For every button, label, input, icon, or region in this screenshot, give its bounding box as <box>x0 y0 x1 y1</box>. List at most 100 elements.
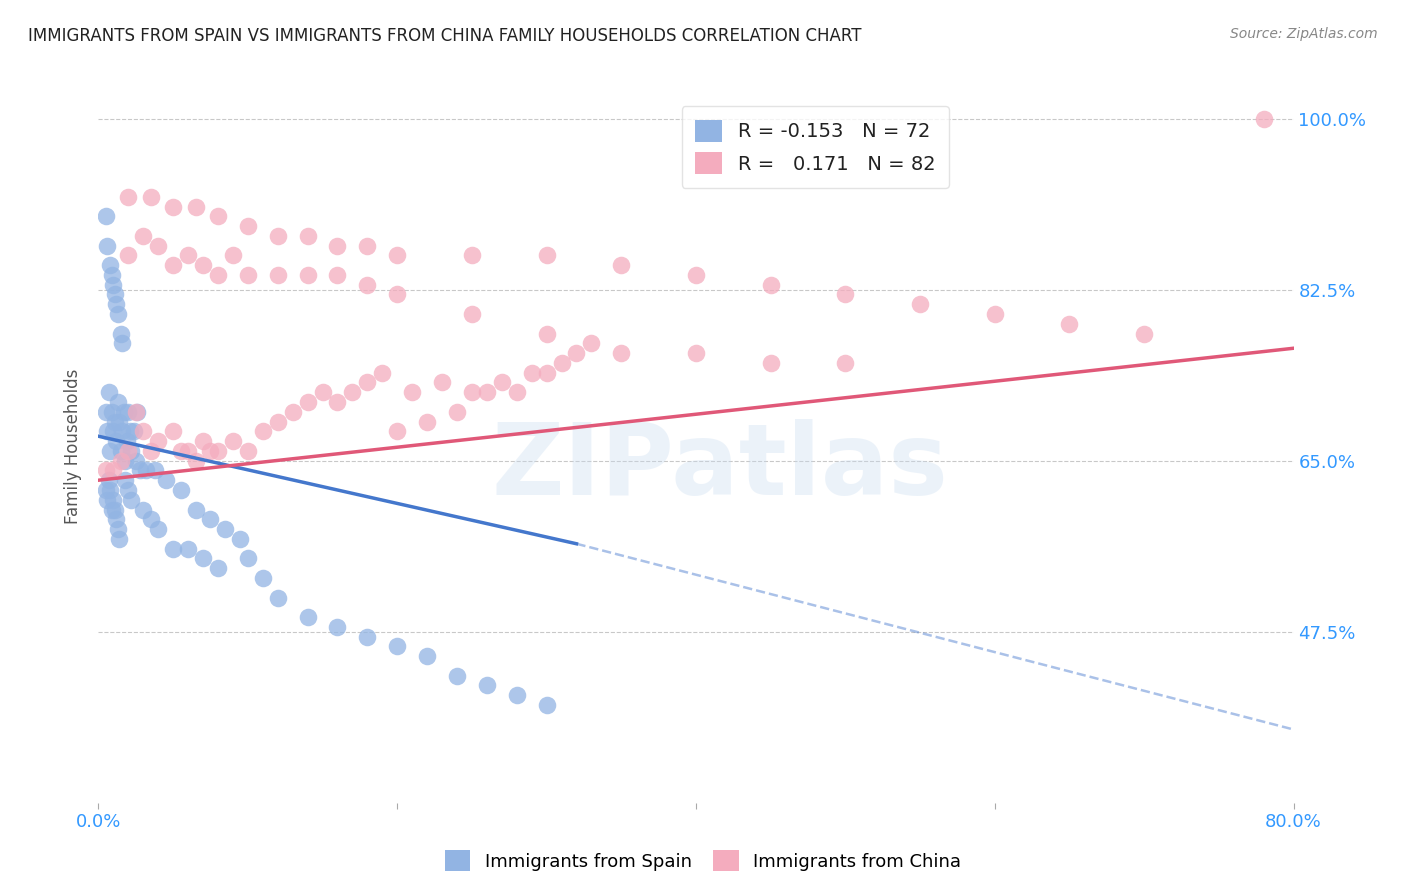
Point <box>385 425 409 439</box>
Point <box>125 405 148 419</box>
Point <box>114 473 136 487</box>
Point <box>111 425 134 439</box>
Text: Source: ZipAtlas.com: Source: ZipAtlas.com <box>1230 27 1378 41</box>
Point <box>97 473 120 487</box>
Point <box>191 258 214 272</box>
Point <box>108 415 131 429</box>
Point <box>356 277 378 292</box>
Point <box>685 346 707 360</box>
Point <box>96 492 118 507</box>
Legend: R = -0.153   N = 72, R =   0.171   N = 82: R = -0.153 N = 72, R = 0.171 N = 82 <box>682 106 949 188</box>
Point <box>356 376 378 390</box>
Point <box>536 698 558 712</box>
Text: IMMIGRANTS FROM SPAIN VS IMMIGRANTS FROM CHINA FAMILY HOUSEHOLDS CORRELATION CHA: IMMIGRANTS FROM SPAIN VS IMMIGRANTS FROM… <box>28 27 862 45</box>
Point <box>97 385 120 400</box>
Point <box>385 287 409 301</box>
Point <box>94 483 117 497</box>
Point <box>491 376 513 390</box>
Point <box>143 463 166 477</box>
Point <box>446 405 468 419</box>
Point <box>356 238 378 252</box>
Point <box>297 268 319 282</box>
Y-axis label: Family Households: Family Households <box>65 368 83 524</box>
Point <box>356 630 378 644</box>
Point <box>98 443 122 458</box>
Point <box>117 405 139 419</box>
Point <box>416 649 439 664</box>
Point <box>117 443 139 458</box>
Point <box>112 405 135 419</box>
Point <box>214 522 236 536</box>
Point <box>117 483 139 497</box>
Point <box>125 453 148 467</box>
Point <box>132 502 155 516</box>
Point <box>416 415 439 429</box>
Point <box>536 326 558 341</box>
Point <box>103 425 125 439</box>
Point <box>685 268 707 282</box>
Point <box>297 228 319 243</box>
Point <box>565 346 588 360</box>
Point <box>148 434 170 449</box>
Point <box>96 238 118 252</box>
Point <box>169 483 191 497</box>
Point <box>207 268 229 282</box>
Point <box>1133 326 1156 341</box>
Legend: Immigrants from Spain, Immigrants from China: Immigrants from Spain, Immigrants from C… <box>437 843 969 879</box>
Point <box>120 443 142 458</box>
Point <box>111 336 134 351</box>
Point <box>98 483 122 497</box>
Point <box>326 268 349 282</box>
Point <box>103 463 125 477</box>
Point <box>139 512 162 526</box>
Point <box>385 640 409 654</box>
Point <box>475 678 498 692</box>
Point <box>908 297 931 311</box>
Point <box>115 434 138 449</box>
Point <box>759 277 782 292</box>
Point <box>200 512 222 526</box>
Point <box>101 268 124 282</box>
Point <box>94 463 117 477</box>
Point <box>148 238 170 252</box>
Point <box>236 268 259 282</box>
Point <box>101 502 124 516</box>
Point <box>155 473 177 487</box>
Point <box>834 356 856 370</box>
Point <box>177 443 200 458</box>
Point <box>200 443 222 458</box>
Point <box>110 453 132 467</box>
Point <box>520 366 543 380</box>
Point <box>117 190 139 204</box>
Point <box>132 228 155 243</box>
Point <box>101 405 124 419</box>
Point <box>120 492 142 507</box>
Point <box>222 434 245 449</box>
Point <box>104 287 127 301</box>
Point <box>177 541 200 556</box>
Point <box>610 346 633 360</box>
Point <box>311 385 333 400</box>
Point <box>169 443 191 458</box>
Point <box>385 248 409 262</box>
Point <box>461 385 484 400</box>
Point <box>267 228 290 243</box>
Point <box>326 395 349 409</box>
Point <box>550 356 572 370</box>
Point <box>132 425 155 439</box>
Point <box>506 688 529 702</box>
Point <box>184 453 207 467</box>
Point <box>107 307 129 321</box>
Point <box>834 287 856 301</box>
Point <box>536 366 558 380</box>
Point <box>162 541 184 556</box>
Point <box>326 620 349 634</box>
Point <box>461 307 484 321</box>
Point <box>162 200 184 214</box>
Point <box>252 425 274 439</box>
Point <box>984 307 1007 321</box>
Point <box>105 434 128 449</box>
Point <box>124 425 146 439</box>
Point <box>191 551 214 566</box>
Point <box>267 415 290 429</box>
